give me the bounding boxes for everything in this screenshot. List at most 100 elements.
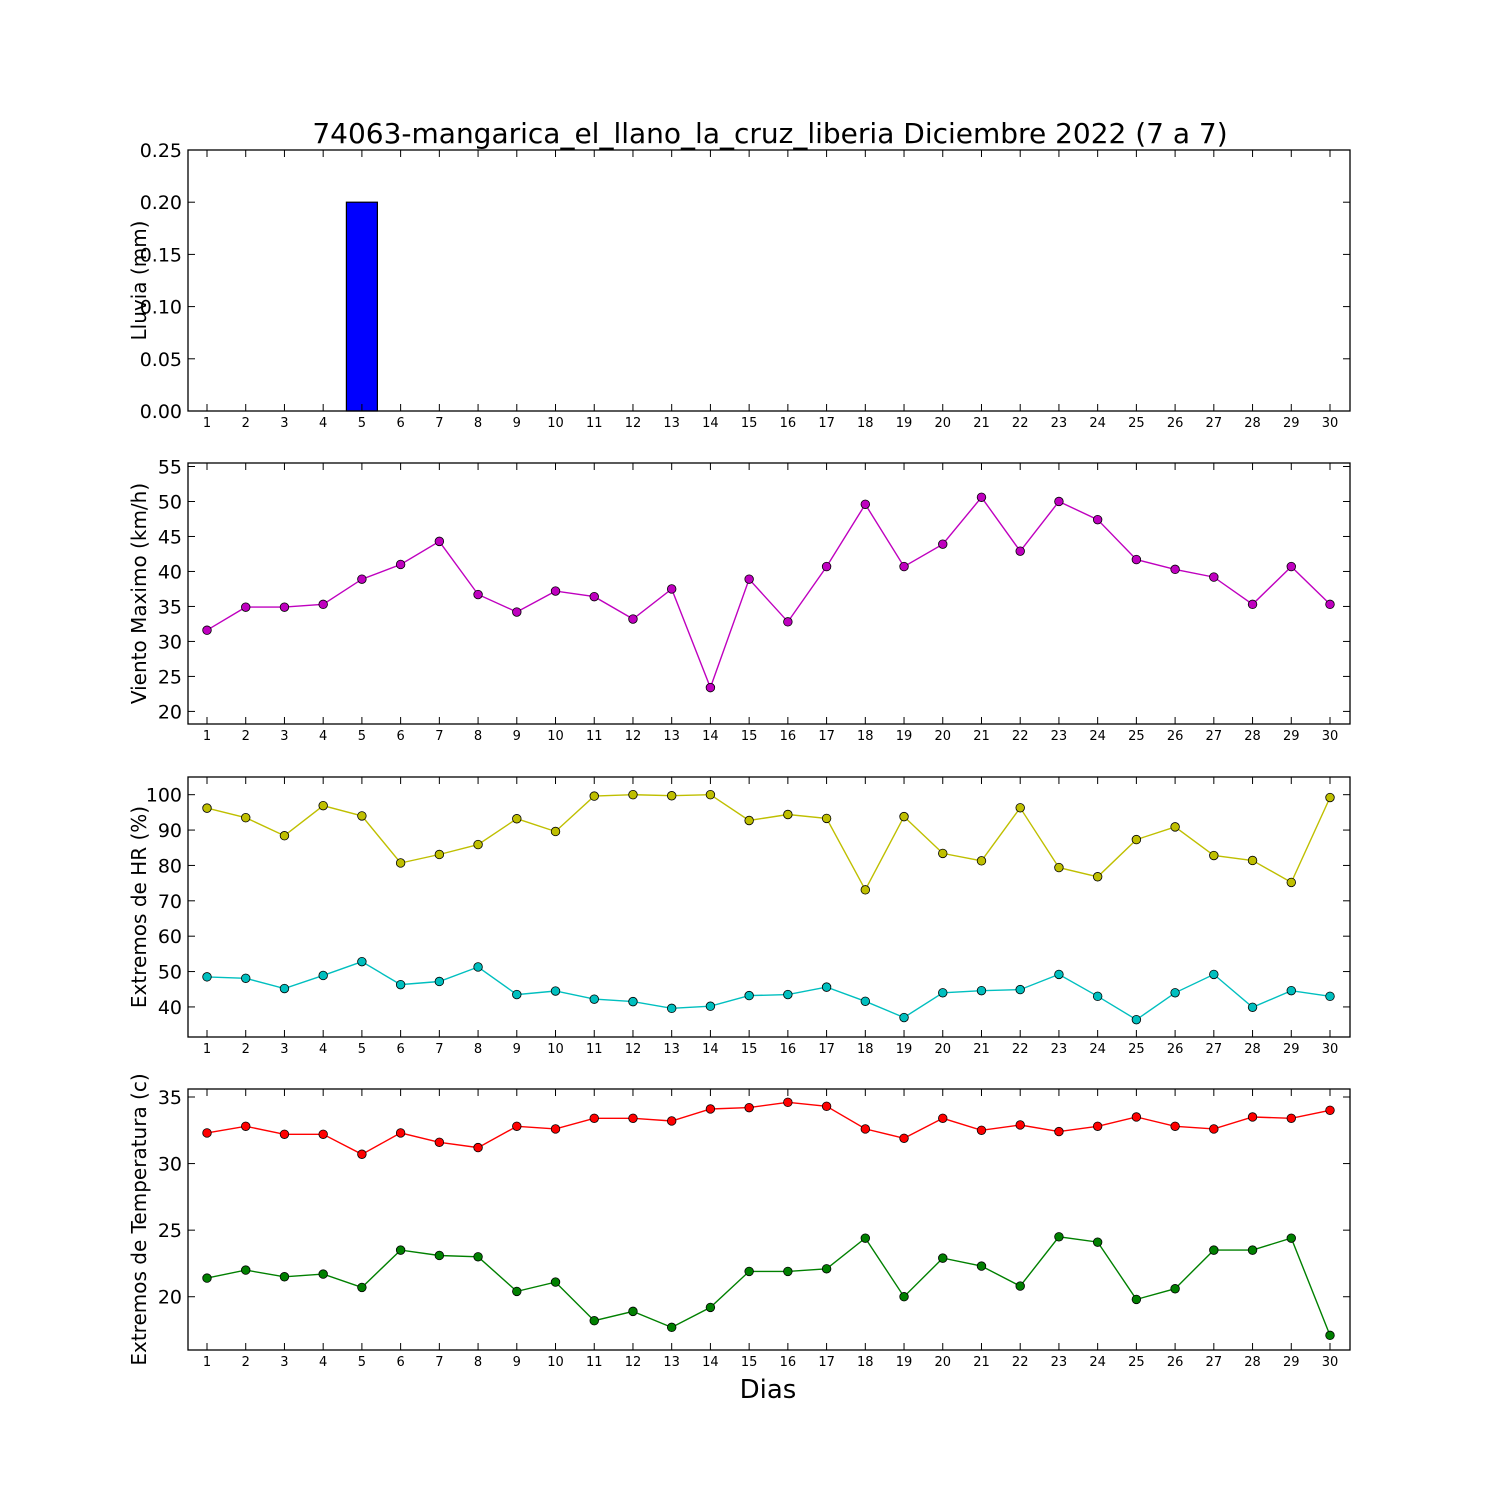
x-tick-label: 9 <box>513 1355 521 1370</box>
x-tick-label: 26 <box>1167 416 1184 431</box>
data-point-day-16 <box>783 1097 793 1108</box>
x-tick-label: 22 <box>1012 729 1029 744</box>
data-point-day-7 <box>434 976 445 987</box>
data-point-day-3 <box>279 1272 290 1282</box>
x-tick-label: 6 <box>396 416 404 431</box>
x-tick-label: 5 <box>358 1042 366 1057</box>
x-tick-label: 19 <box>896 416 913 431</box>
x-tick-label: 10 <box>547 1042 564 1057</box>
data-point-day-24 <box>1092 1121 1103 1131</box>
bar-day-5 <box>345 201 378 412</box>
x-tick-label: 17 <box>818 416 835 431</box>
data-point-day-21 <box>976 985 987 996</box>
x-tick-label: 18 <box>857 1042 874 1057</box>
x-tick-label: 7 <box>435 416 443 431</box>
x-tick-label: 14 <box>702 729 719 744</box>
data-point-day-2 <box>241 973 251 983</box>
x-tick-label: 8 <box>474 1042 482 1057</box>
x-tick-label: 28 <box>1244 729 1261 744</box>
data-point-day-13 <box>666 791 677 801</box>
y-tick-label: 45 <box>158 526 182 548</box>
x-tick-label: 5 <box>358 416 366 431</box>
y-tick-label: 0.20 <box>140 192 182 214</box>
x-tick-label: 26 <box>1167 1042 1184 1057</box>
x-tick-label: 30 <box>1322 1355 1339 1370</box>
x-tick-label: 5 <box>358 729 366 744</box>
data-point-day-10 <box>550 586 561 596</box>
data-point-day-14 <box>705 682 716 693</box>
data-point-day-24 <box>1092 872 1103 882</box>
y-tick-label: 100 <box>146 785 182 807</box>
x-tick-label: 14 <box>702 416 719 431</box>
data-point-day-28 <box>1247 1002 1258 1012</box>
data-point-day-27 <box>1209 1245 1219 1255</box>
data-point-day-30 <box>1325 1105 1335 1116</box>
y-tick-label: 20 <box>158 1287 182 1309</box>
axes-frame <box>187 462 1351 725</box>
data-point-day-17 <box>821 1101 832 1112</box>
x-tick-label: 11 <box>586 729 603 744</box>
x-tick-label: 17 <box>818 1355 835 1370</box>
x-tick-label: 24 <box>1089 1042 1106 1057</box>
data-point-day-19 <box>899 811 909 822</box>
x-tick-label: 7 <box>435 1355 443 1370</box>
y-tick-label: 70 <box>158 891 182 913</box>
series-line-1 <box>206 793 1331 892</box>
data-point-day-4 <box>318 1269 328 1279</box>
data-point-day-3 <box>279 831 290 841</box>
y-tick-label: 0.00 <box>140 401 182 423</box>
data-point-day-21 <box>976 1125 987 1135</box>
data-point-day-23 <box>1054 969 1064 980</box>
x-tick-label: 17 <box>818 1042 835 1057</box>
x-tick-label: 1 <box>203 1355 211 1370</box>
data-point-day-20 <box>938 848 948 859</box>
data-point-day-10 <box>550 1124 561 1134</box>
data-point-day-15 <box>744 990 754 1001</box>
data-point-day-20 <box>938 988 948 998</box>
x-tick-label: 21 <box>973 729 990 744</box>
data-point-day-18 <box>860 885 871 895</box>
data-point-day-15 <box>744 1266 754 1277</box>
x-tick-label: 30 <box>1322 729 1339 744</box>
data-point-day-18 <box>860 996 871 1006</box>
x-tick-label: 15 <box>741 1355 758 1370</box>
x-tick-label: 19 <box>896 1042 913 1057</box>
data-point-day-19 <box>899 1133 909 1143</box>
x-tick-label: 3 <box>280 729 288 744</box>
data-point-day-26 <box>1170 988 1180 998</box>
x-tick-label: 4 <box>319 416 327 431</box>
data-point-day-27 <box>1209 969 1219 980</box>
x-tick-label: 20 <box>934 729 951 744</box>
x-tick-label: 24 <box>1089 729 1106 744</box>
x-tick-label: 13 <box>663 729 680 744</box>
x-tick-label: 3 <box>280 1355 288 1370</box>
x-tick-label: 30 <box>1322 416 1339 431</box>
x-tick-label: 25 <box>1128 416 1145 431</box>
x-tick-label: 9 <box>513 729 521 744</box>
data-point-day-11 <box>589 791 599 801</box>
data-point-day-6 <box>395 979 406 990</box>
data-point-day-1 <box>202 972 212 982</box>
x-tick-label: 1 <box>203 416 211 431</box>
x-tick-label: 12 <box>625 1355 642 1370</box>
data-point-day-25 <box>1131 834 1142 845</box>
x-tick-label: 4 <box>319 729 327 744</box>
data-point-day-22 <box>1015 1281 1025 1291</box>
x-tick-label: 30 <box>1322 1042 1339 1057</box>
x-tick-label: 2 <box>242 1355 250 1370</box>
x-tick-label: 29 <box>1283 1042 1300 1057</box>
data-point-day-19 <box>899 1292 909 1302</box>
data-point-day-30 <box>1325 792 1335 803</box>
x-tick-label: 19 <box>896 1355 913 1370</box>
x-tick-label: 29 <box>1283 729 1300 744</box>
data-point-day-25 <box>1131 1014 1142 1025</box>
data-point-day-14 <box>705 1302 716 1313</box>
data-point-day-1 <box>202 1128 212 1138</box>
x-tick-label: 15 <box>741 416 758 431</box>
data-point-day-7 <box>434 1137 445 1147</box>
y-axis-label: Extremos de Temperatura (c) <box>127 1073 151 1365</box>
